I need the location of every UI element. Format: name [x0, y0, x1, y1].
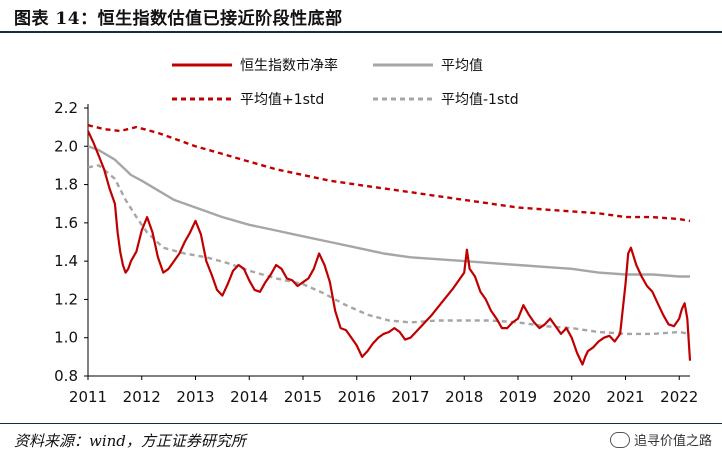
wechat-icon [609, 431, 630, 448]
x-tick-label: 2012 [123, 388, 161, 406]
watermark: 追寻价值之路 [609, 430, 712, 449]
y-tick-label: 1.8 [54, 176, 78, 194]
y-tick-label: 1.6 [54, 214, 78, 232]
series-line-2 [87, 124, 691, 223]
x-tick-label: 2015 [284, 388, 322, 406]
x-tick-label: 2018 [445, 388, 483, 406]
axes: 0.8 1.0 1.2 1.4 1.6 1.8 2.0 2.2 2011 2012 2013 2014… [54, 99, 698, 406]
source-note: 资料来源：wind，方正证券研究所 [14, 432, 246, 450]
watermark-text: 追寻价值之路 [633, 434, 712, 449]
x-tick-label: 2022 [660, 388, 698, 406]
x-tick-label: 2016 [338, 388, 376, 406]
series-line-3 [87, 164, 691, 336]
y-tick-label: 1.4 [54, 252, 78, 270]
series-line-0 [87, 130, 692, 366]
y-tick-label: 2.0 [54, 137, 78, 155]
x-tick-label: 2014 [230, 388, 268, 406]
x-tick-label: 2013 [176, 388, 214, 406]
footer-divider [0, 423, 722, 424]
y-tick-label: 1.0 [54, 329, 78, 347]
legend-label-1: 平均值 [441, 58, 483, 74]
title-divider [0, 31, 722, 33]
x-tick-label: 2020 [553, 388, 591, 406]
chart-title: 图表 14：恒生指数估值已接近阶段性底部 [14, 9, 343, 29]
y-tick-label: 1.2 [54, 290, 78, 308]
y-tick-label: 2.2 [54, 99, 78, 117]
legend-label-3: 平均值-1std [441, 92, 519, 108]
x-tick-label: 2011 [69, 388, 107, 406]
legend-label-0: 恒生指数市净率 [240, 57, 338, 74]
series-lines [87, 124, 692, 366]
x-tick-label: 2019 [499, 388, 537, 406]
y-tick-label: 0.8 [54, 367, 78, 385]
x-tick-label: 2021 [606, 388, 644, 406]
series-line-1 [87, 145, 690, 278]
legend-label-2: 平均值+1std [240, 92, 324, 108]
x-tick-label: 2017 [391, 388, 429, 406]
